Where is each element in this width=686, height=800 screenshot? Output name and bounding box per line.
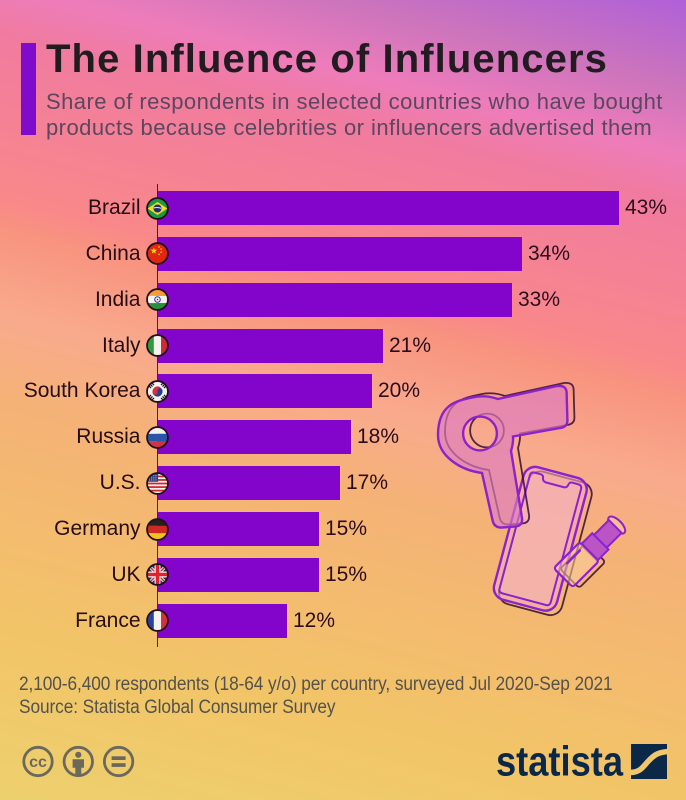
svg-text:cc: cc bbox=[29, 754, 47, 771]
svg-text:statista: statista bbox=[496, 739, 624, 781]
